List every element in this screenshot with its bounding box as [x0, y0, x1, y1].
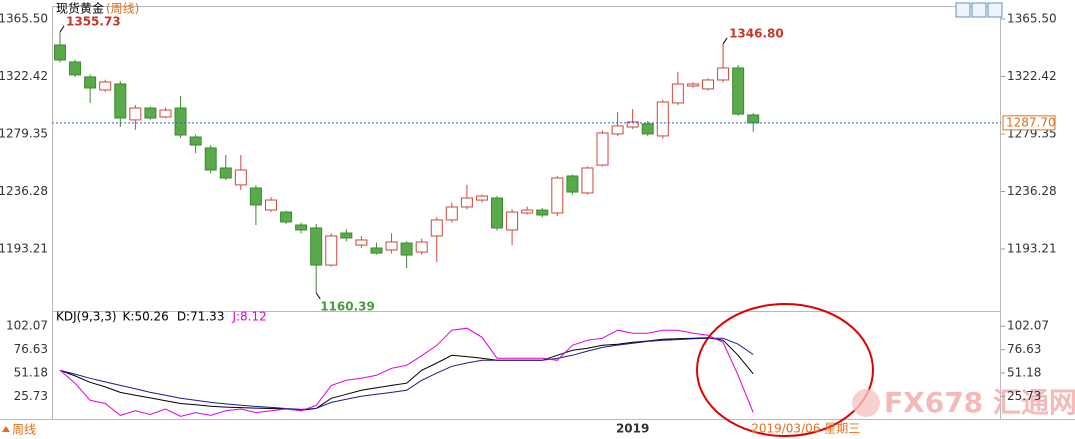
candle-body [475, 195, 488, 201]
annotation-pointer [59, 25, 65, 33]
last-price-label: 1287.70 [1006, 115, 1056, 129]
candle-body [656, 101, 669, 137]
y-tick-label: 1193.21 [0, 242, 48, 256]
candle-body [189, 136, 202, 146]
candle-body [69, 61, 82, 76]
legend-entry: D:71.33 [177, 310, 225, 324]
candle-body [234, 169, 247, 186]
highlight-ellipse [696, 303, 874, 437]
candle-body [566, 175, 579, 193]
title: 现货黄金 [56, 1, 104, 16]
candle-body [400, 242, 413, 256]
candle-body [747, 114, 760, 124]
candle-body [460, 197, 473, 208]
candle-body [551, 177, 564, 214]
kdj-line [59, 327, 754, 417]
candle-body [521, 209, 534, 214]
legend-entry: J:8.12 [231, 310, 266, 324]
candle-body [249, 187, 262, 206]
candle-body [626, 121, 639, 128]
kdj-line [59, 337, 754, 411]
y2-tick-label: 1236.28 [1007, 184, 1057, 198]
y-tick-label: 76.63 [14, 342, 48, 356]
candle-body [702, 79, 715, 90]
candle-body [491, 197, 504, 229]
candle-body [174, 107, 187, 136]
candle-body [581, 167, 594, 194]
toolbar-icons[interactable] [955, 2, 1003, 18]
candle-body [611, 125, 624, 135]
y2-tick-label: 1365.50 [1007, 11, 1057, 25]
annotation: 1346.80 [729, 26, 784, 40]
watermark-logo [852, 389, 880, 417]
candle-body [310, 227, 323, 266]
y2-tick-label: 25.73 [1007, 389, 1041, 403]
y2-tick-label: 51.18 [1007, 365, 1041, 379]
candle-body [717, 67, 730, 81]
annotation: 1355.73 [66, 14, 121, 28]
y2-tick-label: 102.07 [1007, 319, 1049, 333]
candle-body [54, 44, 66, 61]
candle-body [370, 247, 383, 254]
cursor-date: 2019/03/06 星期三 [751, 422, 860, 436]
y2-tick-label: 1322.42 [1007, 69, 1057, 83]
candle-body [144, 107, 157, 119]
candle-body [445, 206, 458, 221]
candle-body [536, 209, 549, 216]
y-tick-label: 1322.42 [0, 69, 48, 83]
candle-body [295, 224, 308, 231]
icon-button[interactable] [971, 2, 987, 18]
candle-body [204, 147, 217, 171]
candle-body [355, 239, 368, 246]
candle-body [99, 81, 112, 91]
period-arrow[interactable] [2, 426, 10, 432]
icon-button[interactable] [987, 2, 1003, 18]
annotation-pointer [722, 37, 728, 45]
legend-entry: K:50.26 [123, 310, 169, 324]
candle-body [325, 235, 338, 266]
candle-body [159, 109, 172, 118]
y-tick-label: 1236.28 [0, 184, 48, 198]
indicator-title: KDJ(9,3,3) [56, 310, 117, 324]
candle-body [385, 241, 398, 251]
annotation-pointer [315, 292, 321, 300]
x-tick-label: 2019 [616, 422, 649, 436]
candle-body [280, 211, 293, 223]
y2-tick-label: 76.63 [1007, 342, 1041, 356]
icon-button[interactable] [955, 2, 971, 18]
candle-body [686, 83, 699, 87]
candle-body [264, 199, 277, 211]
candle-body [732, 67, 745, 115]
y2-tick-label: 1193.21 [1007, 242, 1057, 256]
kdj-line [59, 337, 754, 410]
candle-body [129, 107, 142, 121]
candle-body [596, 132, 609, 166]
candle-body [114, 83, 127, 119]
candle-body [671, 83, 684, 104]
candle-body [415, 241, 428, 253]
y-tick-label: 102.07 [6, 319, 48, 333]
candle-body [84, 76, 97, 89]
y-tick-label: 51.18 [14, 365, 48, 379]
candle-body [641, 123, 654, 135]
y-tick-label: 1365.50 [0, 11, 48, 25]
candle-body [506, 211, 519, 231]
candle-body [340, 232, 353, 239]
title-suffix: (周线) [106, 2, 139, 16]
watermark: FX678 汇通网 [884, 386, 1075, 419]
last-price-box [1002, 115, 1056, 131]
annotation: 1160.39 [320, 299, 375, 313]
candle-body [430, 219, 443, 237]
candle-body [219, 167, 232, 179]
y-tick-label: 25.73 [14, 389, 48, 403]
period-button[interactable]: 周线 [12, 423, 36, 437]
y-tick-label: 1279.35 [0, 126, 48, 140]
